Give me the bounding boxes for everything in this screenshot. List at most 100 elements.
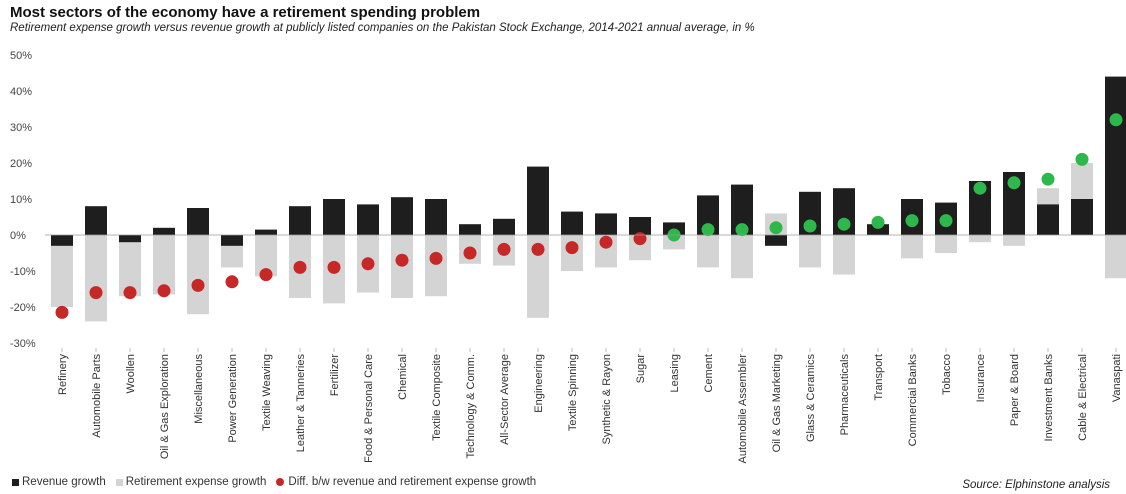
diff-dot [55,305,69,319]
x-tick-label: Synthetic & Rayon [601,354,613,445]
chart-subtitle: Retirement expense growth versus revenue… [10,22,755,34]
y-tick-label: 0% [10,230,26,242]
y-tick-label: 30% [10,122,32,134]
diff-dot [225,275,239,289]
revenue-bar [187,208,209,235]
retirement-bar [969,235,991,243]
revenue-bar [51,235,73,246]
x-tick-label: Technology & Comm. [465,354,477,459]
revenue-bar [255,229,277,235]
x-tick-label: Chemical [397,354,409,400]
diff-dot [565,241,579,255]
diff-dot [803,219,817,233]
retirement-bar [425,235,447,297]
legend-item-revenue: Revenue growth [12,476,106,488]
diff-dot [769,221,783,235]
diff-dot [89,286,103,300]
y-tick-label: -20% [10,302,36,314]
legend-swatch-revenue [12,478,19,486]
diff-dot [939,214,953,228]
diff-dot [701,223,715,237]
revenue-bar [459,224,481,235]
legend-item-retirement: Retirement expense growth [115,476,267,488]
revenue-bar [119,235,141,243]
legend-label-diff: Diff. b/w revenue and retirement expense… [288,476,537,488]
x-tick-label: Oil & Gas Exploration [159,354,171,459]
legend-label-retirement: Retirement expense growth [125,476,267,488]
revenue-bar [85,206,107,235]
revenue-bar [357,204,379,235]
diff-dot [1007,176,1021,190]
diff-dot [157,284,171,298]
x-tick-label: Textile Spinning [567,354,579,431]
legend-label-revenue: Revenue growth [22,476,106,488]
legend-item-diff: Diff. b/w revenue and retirement expense… [276,476,536,488]
diff-dot [905,214,919,228]
y-tick-label: 40% [10,86,32,98]
x-tick-label: Tobacco [941,354,953,395]
x-tick-label: Food & Personal Care [363,354,375,463]
revenue-bar [867,224,889,235]
revenue-bar [561,211,583,235]
x-tick-label: All-Sector Average [499,354,511,445]
revenue-bar [289,206,311,235]
revenue-bar [969,181,991,235]
revenue-bar [323,199,345,235]
x-tick-label: Vanaspati [1111,354,1123,402]
diff-dot [1075,152,1089,166]
retirement-bar [697,235,719,268]
retirement-bar [527,235,549,318]
x-tick-label: Power Generation [227,354,239,443]
chart-title: Most sectors of the economy have a retir… [10,4,481,21]
x-tick-label: Investment Banks [1043,354,1055,442]
diff-dot [361,257,375,271]
y-tick-label: 20% [10,158,32,170]
x-tick-label: Automobile Assembler [737,354,749,464]
x-tick-label: Oil & Gas Marketing [771,354,783,452]
revenue-bar [697,195,719,235]
x-tick-label: Engineering [533,354,545,413]
retirement-bar [51,235,73,307]
y-tick-label: -10% [10,266,36,278]
diff-dot [327,260,341,274]
diff-dot [735,223,749,237]
retirement-bar [799,235,821,268]
revenue-bar [1071,199,1093,235]
revenue-bar [629,217,651,235]
revenue-bar [153,227,175,235]
retirement-bar [1003,235,1025,246]
diff-dot [1041,172,1055,186]
x-tick-label: Commercial Banks [907,354,919,447]
x-tick-label: Insurance [975,354,987,402]
revenue-bar [391,197,413,235]
x-tick-label: Leasing [669,354,681,393]
retirement-bar [255,235,277,277]
diff-dot [871,215,885,229]
x-tick-label: Textile Composite [431,354,443,441]
chart-source: Source: Elphinstone analysis [962,479,1110,491]
revenue-bar [493,218,515,235]
retirement-bar [85,235,107,322]
x-tick-label: Fertilizer [329,354,341,397]
diff-dot [1109,113,1123,127]
diff-dot [837,217,851,231]
y-tick-label: -30% [10,338,36,350]
retirement-bar [153,235,175,295]
y-tick-label: 50% [10,50,32,62]
y-tick-label: 10% [10,194,32,206]
x-tick-label: Miscellaneous [193,354,205,424]
x-tick-label: Cable & Electrical [1077,354,1089,441]
retirement-bar [663,235,685,250]
diff-dot [123,286,137,300]
x-tick-label: Pharmaceuticals [839,354,851,436]
x-tick-label: Transport [873,354,885,401]
legend-swatch-diff [276,478,285,486]
revenue-bar [595,213,617,235]
revenue-bar [765,235,787,246]
x-tick-label: Paper & Board [1009,354,1021,426]
x-tick-label: Woollen [125,354,137,394]
x-tick-label: Glass & Ceramics [805,354,817,443]
legend-swatch-retirement [115,478,123,486]
x-tick-label: Refinery [57,354,69,395]
